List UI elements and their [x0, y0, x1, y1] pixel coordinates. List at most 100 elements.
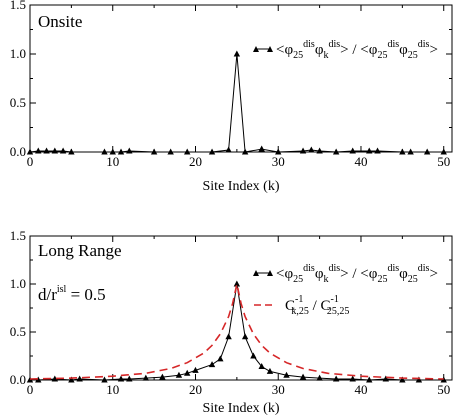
series-line-0-0: [29, 53, 444, 153]
data-point-0-0-21: [316, 147, 323, 154]
data-point-0-0-3: [51, 147, 59, 154]
panel-long-range: 0 10 20 30 40 50 0.0 0.5 1.0 1.5 Long Range d/ris…: [10, 228, 453, 415]
data-point-1-0-6: [117, 375, 125, 382]
data-point-0-0-26: [399, 148, 406, 155]
data-point-1-0-11: [184, 369, 191, 376]
data-point-1-0-26: [366, 376, 373, 383]
legend-onsite: <φ25disφkdis> / <φ25disφ25dis>: [253, 39, 438, 61]
legend-entry-onsite: <φ25disφkdis> / <φ25disφ25dis>: [276, 39, 438, 61]
data-point-0-0-19: [299, 147, 307, 154]
data-point-0-0-24: [366, 147, 373, 154]
data-point-0-0-13: [208, 148, 216, 155]
y-tick-label-0-2: 1.0: [10, 46, 26, 61]
data-point-0-0-27: [407, 148, 414, 155]
x-tick-label-1-3: 30: [272, 382, 285, 397]
legend-marker-onsite-b: [267, 46, 273, 52]
data-point-0-0-7: [109, 148, 116, 155]
panel-label-long-range: Long Range: [38, 241, 122, 260]
data-point-1-0-7: [126, 375, 133, 382]
data-point-0-0-28: [423, 148, 431, 155]
data-point-0-0-17: [258, 145, 265, 152]
y-tick-label-1-1: 0.5: [10, 324, 26, 339]
data-point-0-0-18: [275, 148, 282, 155]
y-tick-label-0-1: 0.5: [10, 95, 26, 110]
x-tick-label-1-4: 40: [354, 382, 367, 397]
x-tick-label-0-5: 50: [437, 154, 450, 169]
legend-entry-long-range-1: <φ25disφkdis> / <φ25disφ25dis>: [276, 263, 438, 285]
data-point-1-0-27: [382, 375, 390, 382]
panel-label-onsite: Onsite: [38, 12, 82, 31]
legend-marker-long-range-b: [267, 270, 273, 276]
data-point-1-0-25: [349, 375, 356, 382]
data-point-1-0-20: [266, 367, 274, 374]
data-point-0-0-22: [332, 148, 340, 155]
data-point-0-0-12: [184, 148, 191, 155]
legend-marker-long-range-a: [253, 270, 259, 276]
data-point-0-0-29: [440, 148, 447, 155]
data-point-0-0-15: [233, 50, 241, 57]
legend-entry-long-range-2: C-1 k,25 / C-1 25,25: [285, 294, 349, 317]
data-point-1-0-24: [332, 375, 340, 382]
data-point-0-0-14: [225, 146, 232, 153]
y-tick-label-0-0: 0.0: [10, 144, 26, 159]
data-point-0-0-23: [349, 147, 356, 154]
data-point-1-0-13: [208, 361, 216, 368]
data-point-0-0-2: [43, 147, 50, 154]
data-point-1-0-0: [26, 376, 34, 383]
data-point-1-0-5: [101, 376, 108, 383]
data-point-1-0-1: [35, 376, 42, 383]
series-onsite: [26, 50, 447, 155]
x-tick-label-0-0: 0: [27, 154, 34, 169]
y-tick-label-0-3: 1.5: [10, 0, 26, 12]
data-point-1-0-30: [440, 376, 447, 383]
data-point-1-0-15: [225, 333, 232, 340]
x-axis-label-long-range: Site Index (k): [203, 401, 280, 415]
data-point-1-0-22: [299, 373, 307, 380]
data-point-1-0-21: [283, 371, 290, 378]
x-tick-label-1-2: 20: [189, 382, 202, 397]
data-point-0-0-16: [241, 148, 249, 155]
data-point-0-0-25: [374, 147, 381, 154]
x-tick-label-0-1: 10: [106, 154, 119, 169]
data-point-1-0-9: [159, 373, 166, 380]
data-point-1-0-3: [68, 376, 75, 383]
panel-onsite: 0 10 20 30 40 50 0.0 0.5 1.0 1.5 Onsite Site Inde…: [10, 0, 453, 194]
data-point-1-0-18: [250, 352, 257, 359]
data-point-0-0-20: [308, 146, 315, 153]
x-tick-label-0-4: 40: [354, 154, 367, 169]
data-point-0-0-11: [167, 148, 174, 155]
legend-marker-onsite-a: [253, 46, 259, 52]
data-point-0-0-0: [26, 148, 34, 155]
x-tick-label-1-1: 10: [106, 382, 119, 397]
x-axis-label-onsite: Site Index (k): [203, 179, 280, 194]
data-point-1-0-29: [415, 376, 423, 383]
data-point-1-0-23: [316, 374, 323, 381]
data-point-1-0-4: [76, 375, 83, 382]
data-point-0-0-1: [35, 147, 42, 154]
series-long-range: [26, 280, 447, 383]
data-point-0-0-9: [126, 147, 133, 154]
series-line-1-1: [29, 283, 444, 380]
data-point-1-0-17: [241, 333, 249, 340]
data-point-1-0-16: [233, 280, 241, 287]
x-tick-label-0-3: 30: [272, 154, 285, 169]
data-point-0-0-6: [101, 148, 108, 155]
y-tick-label-1-2: 1.0: [10, 276, 26, 291]
annotation-d-over-r: d/risl = 0.5: [38, 284, 106, 304]
legend-long-range: <φ25disφkdis> / <φ25disφ25dis> C-1 k,25 /…: [253, 263, 438, 317]
data-point-1-0-2: [51, 375, 59, 382]
x-tick-label-1-5: 50: [437, 382, 450, 397]
x-tick-label-1-0: 0: [27, 382, 34, 397]
data-point-0-0-8: [117, 148, 125, 155]
ticks-long-range: 0 10 20 30 40 50 0.0 0.5 1.0 1.5: [10, 228, 452, 397]
y-tick-label-1-0: 0.0: [10, 372, 26, 387]
x-tick-label-0-2: 20: [189, 154, 202, 169]
data-point-0-0-10: [150, 148, 158, 155]
data-point-0-0-4: [59, 147, 67, 154]
data-point-1-0-19: [258, 363, 265, 370]
data-point-1-0-14: [217, 355, 224, 362]
data-point-0-0-5: [68, 148, 75, 155]
y-tick-label-1-3: 1.5: [10, 228, 26, 243]
data-point-1-0-12: [192, 366, 199, 373]
